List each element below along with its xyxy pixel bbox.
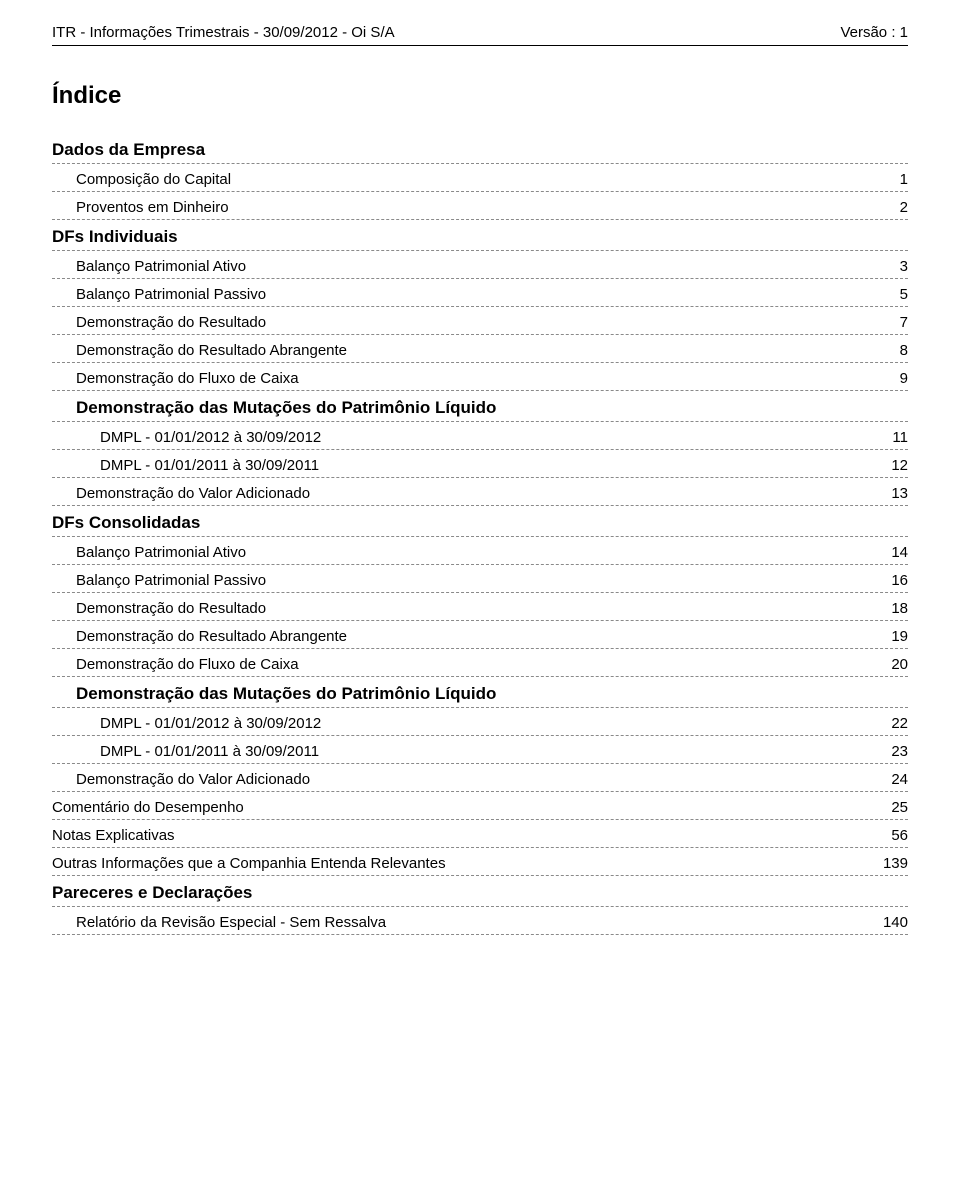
toc-page-number: 3 xyxy=(900,258,908,275)
toc-page-number: 18 xyxy=(891,600,908,617)
toc-dfc-cons: Demonstração do Fluxo de Caixa 20 xyxy=(52,656,908,677)
toc-dmpl-2011-cons: DMPL - 01/01/2011 à 30/09/2011 23 xyxy=(52,743,908,764)
toc-page-number: 5 xyxy=(900,286,908,303)
page-header: ITR - Informações Trimestrais - 30/09/20… xyxy=(52,24,908,41)
toc-notas-explicativas: Notas Explicativas 56 xyxy=(52,827,908,848)
toc-label: DMPL - 01/01/2011 à 30/09/2011 xyxy=(52,743,879,760)
toc-dfs-individuais: DFs Individuais xyxy=(52,227,908,251)
toc-page-number: 24 xyxy=(891,771,908,788)
toc-label: DMPL - 01/01/2012 à 30/09/2012 xyxy=(52,429,880,446)
toc-label: DMPL - 01/01/2012 à 30/09/2012 xyxy=(52,715,879,732)
toc-page-number: 1 xyxy=(900,171,908,188)
toc-page-number: 2 xyxy=(900,199,908,216)
toc-label: Proventos em Dinheiro xyxy=(52,199,888,216)
toc-page-number: 7 xyxy=(900,314,908,331)
toc-label: Dados da Empresa xyxy=(52,140,896,160)
toc-comentario-desempenho: Comentário do Desempenho 25 xyxy=(52,799,908,820)
toc-proventos-dinheiro: Proventos em Dinheiro 2 xyxy=(52,199,908,220)
toc-dmpl-head-cons: Demonstração das Mutações do Patrimônio … xyxy=(52,684,908,708)
table-of-contents: Dados da Empresa Composição do Capital 1 Pr… xyxy=(52,140,908,935)
toc-page-number: 19 xyxy=(891,628,908,645)
toc-label: DMPL - 01/01/2011 à 30/09/2011 xyxy=(52,457,879,474)
toc-page-number: 13 xyxy=(891,485,908,502)
toc-label: Comentário do Desempenho xyxy=(52,799,879,816)
toc-page-number: 9 xyxy=(900,370,908,387)
toc-dra-ind: Demonstração do Resultado Abrangente 8 xyxy=(52,342,908,363)
index-title: Índice xyxy=(52,82,908,110)
toc-outras-informacoes: Outras Informações que a Companhia Enten… xyxy=(52,855,908,876)
toc-dados-empresa: Dados da Empresa xyxy=(52,140,908,164)
page: ITR - Informações Trimestrais - 30/09/20… xyxy=(0,0,960,1189)
toc-bp-passivo-cons: Balanço Patrimonial Passivo 16 xyxy=(52,572,908,593)
toc-composicao-capital: Composição do Capital 1 xyxy=(52,171,908,192)
toc-dva-cons: Demonstração do Valor Adicionado 24 xyxy=(52,771,908,792)
toc-page-number: 25 xyxy=(891,799,908,816)
toc-label: Demonstração do Fluxo de Caixa xyxy=(52,656,879,673)
toc-label: Demonstração do Resultado Abrangente xyxy=(52,628,879,645)
toc-label: Relatório da Revisão Especial - Sem Ress… xyxy=(52,914,871,931)
toc-bp-ativo-cons: Balanço Patrimonial Ativo 14 xyxy=(52,544,908,565)
toc-label: Balanço Patrimonial Ativo xyxy=(52,544,879,561)
toc-dmpl-2012-cons: DMPL - 01/01/2012 à 30/09/2012 22 xyxy=(52,715,908,736)
toc-page-number: 22 xyxy=(891,715,908,732)
toc-label: Balanço Patrimonial Ativo xyxy=(52,258,888,275)
toc-label: Notas Explicativas xyxy=(52,827,879,844)
toc-label: Demonstração das Mutações do Patrimônio … xyxy=(52,684,896,704)
toc-label: Demonstração do Fluxo de Caixa xyxy=(52,370,888,387)
toc-page-number: 11 xyxy=(892,429,908,446)
toc-label: Demonstração do Resultado xyxy=(52,314,888,331)
toc-label: Demonstração das Mutações do Patrimônio … xyxy=(52,398,896,418)
header-left: ITR - Informações Trimestrais - 30/09/20… xyxy=(52,24,395,41)
toc-label: Balanço Patrimonial Passivo xyxy=(52,286,888,303)
toc-page-number: 20 xyxy=(891,656,908,673)
toc-dmpl-2012-ind: DMPL - 01/01/2012 à 30/09/2012 11 xyxy=(52,429,908,450)
header-right: Versão : 1 xyxy=(840,24,908,41)
toc-label: Pareceres e Declarações xyxy=(52,883,896,903)
toc-label: Composição do Capital xyxy=(52,171,888,188)
toc-page-number: 14 xyxy=(891,544,908,561)
toc-dra-cons: Demonstração do Resultado Abrangente 19 xyxy=(52,628,908,649)
toc-page-number: 139 xyxy=(883,855,908,872)
toc-page-number: 12 xyxy=(891,457,908,474)
toc-page-number: 8 xyxy=(900,342,908,359)
header-underline xyxy=(52,45,908,46)
toc-page-number: 16 xyxy=(891,572,908,589)
toc-dre-ind: Demonstração do Resultado 7 xyxy=(52,314,908,335)
toc-label: Outras Informações que a Companhia Enten… xyxy=(52,855,871,872)
toc-page-number: 56 xyxy=(891,827,908,844)
toc-page-number: 23 xyxy=(891,743,908,760)
toc-label: DFs Consolidadas xyxy=(52,513,896,533)
toc-dmpl-head-ind: Demonstração das Mutações do Patrimônio … xyxy=(52,398,908,422)
toc-label: DFs Individuais xyxy=(52,227,896,247)
toc-relatorio-revisao: Relatório da Revisão Especial - Sem Ress… xyxy=(52,914,908,935)
toc-bp-passivo-ind: Balanço Patrimonial Passivo 5 xyxy=(52,286,908,307)
toc-dre-cons: Demonstração do Resultado 18 xyxy=(52,600,908,621)
toc-page-number: 140 xyxy=(883,914,908,931)
toc-pareceres-declaracoes: Pareceres e Declarações xyxy=(52,883,908,907)
toc-label: Demonstração do Resultado xyxy=(52,600,879,617)
toc-label: Demonstração do Valor Adicionado xyxy=(52,771,879,788)
toc-dfc-ind: Demonstração do Fluxo de Caixa 9 xyxy=(52,370,908,391)
toc-dva-ind: Demonstração do Valor Adicionado 13 xyxy=(52,485,908,506)
toc-dmpl-2011-ind: DMPL - 01/01/2011 à 30/09/2011 12 xyxy=(52,457,908,478)
toc-label: Balanço Patrimonial Passivo xyxy=(52,572,879,589)
toc-label: Demonstração do Valor Adicionado xyxy=(52,485,879,502)
toc-bp-ativo-ind: Balanço Patrimonial Ativo 3 xyxy=(52,258,908,279)
toc-dfs-consolidadas: DFs Consolidadas xyxy=(52,513,908,537)
toc-label: Demonstração do Resultado Abrangente xyxy=(52,342,888,359)
